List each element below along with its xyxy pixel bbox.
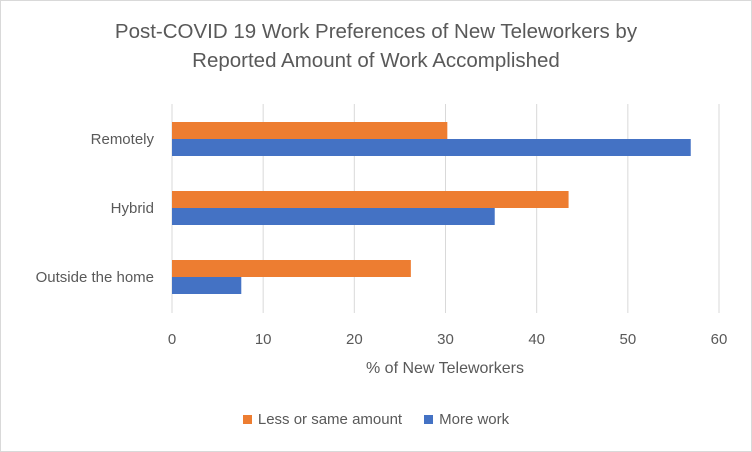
legend-label-less-or-same: Less or same amount xyxy=(257,411,403,428)
category-label-2: Outside the home xyxy=(36,269,154,286)
legend-label-more-work: More work xyxy=(439,411,510,428)
x-tick-label-40: 40 xyxy=(528,331,545,348)
chart-title: Post-COVID 19 Work Preferences of New Te… xyxy=(1,17,751,75)
bar-less-or-same-2 xyxy=(172,260,411,277)
x-axis-title: % of New Teleworkers xyxy=(366,360,524,377)
bar-less-or-same-1 xyxy=(172,191,569,208)
bar-more-work-1 xyxy=(172,208,495,225)
x-tick-label-50: 50 xyxy=(619,331,636,348)
legend-swatch-blue xyxy=(424,415,434,424)
chart-title-line-2: Reported Amount of Work Accomplished xyxy=(192,49,560,72)
x-tick-label-0: 0 xyxy=(168,331,176,348)
category-label-0: Remotely xyxy=(91,131,155,148)
x-tick-label-30: 30 xyxy=(437,331,454,348)
x-tick-label-60: 60 xyxy=(711,331,728,348)
x-tick-label-10: 10 xyxy=(255,331,272,348)
legend-swatch-orange xyxy=(242,415,252,424)
legend-item-less-or-same: Less or same amount xyxy=(242,411,403,428)
bar-more-work-2 xyxy=(172,277,242,294)
bar-less-or-same-0 xyxy=(172,122,448,139)
legend: Less or same amount More work xyxy=(1,411,751,428)
x-tick-label-20: 20 xyxy=(346,331,363,348)
legend-item-more-work: More work xyxy=(424,411,509,428)
bar-more-work-0 xyxy=(172,139,691,156)
category-label-1: Hybrid xyxy=(111,200,154,217)
chart-title-line-1: Post-COVID 19 Work Preferences of New Te… xyxy=(114,20,638,43)
